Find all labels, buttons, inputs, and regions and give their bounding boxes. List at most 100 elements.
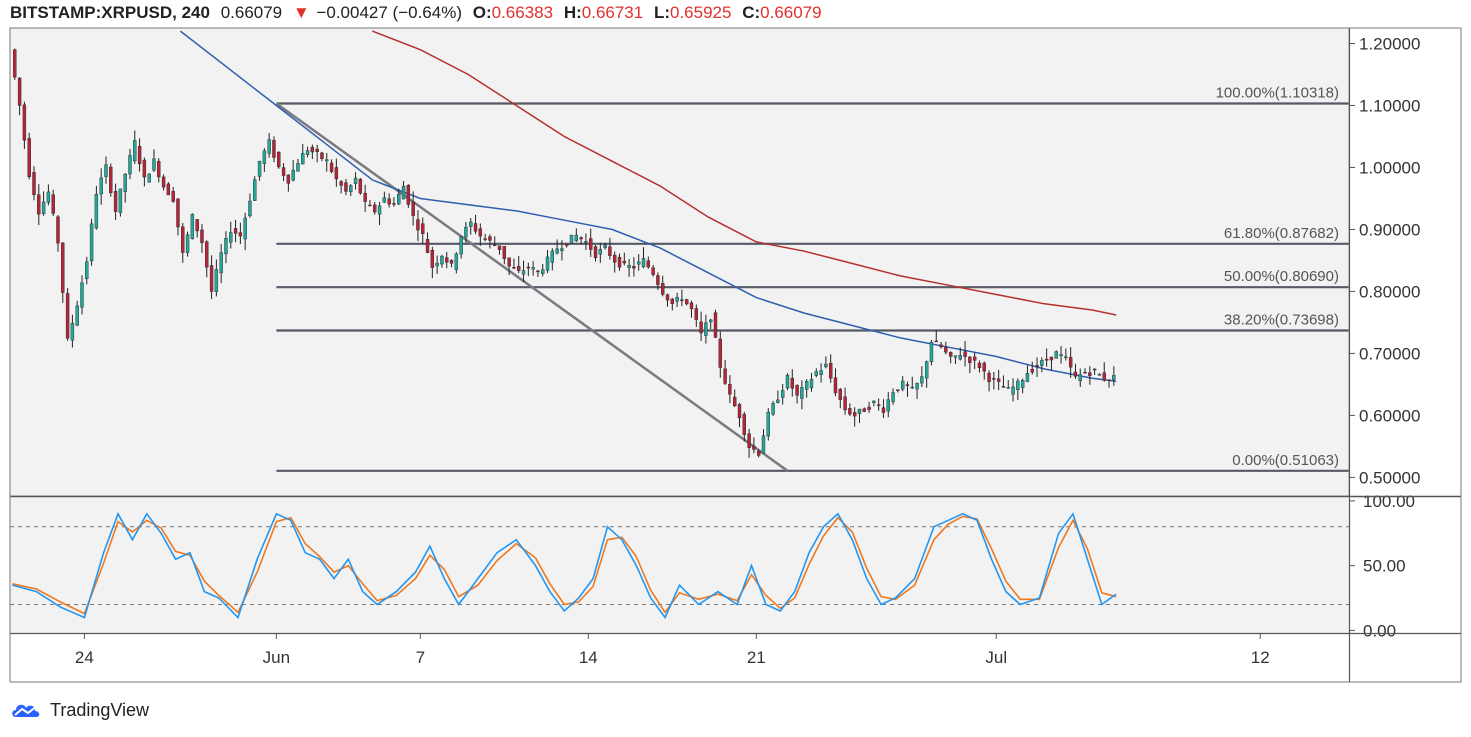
candle-body (651, 267, 655, 275)
candle-body (27, 138, 31, 178)
candle-body (536, 270, 540, 273)
candle-body (1102, 372, 1106, 381)
ma-fast-line (179, 30, 1117, 383)
high-value: 0.66731 (581, 3, 644, 22)
stochastic-oscillator (10, 511, 1349, 620)
candle-body (838, 388, 842, 400)
candle-body (32, 172, 36, 196)
candle-body (656, 275, 660, 285)
price-pane-background[interactable] (10, 28, 1349, 496)
candle-body (819, 370, 823, 375)
time-axis[interactable]: 24 Jun 7 14 21 Jul 12 (75, 633, 1270, 667)
trendline (275, 102, 789, 472)
oscillator-axis[interactable]: 100.00 50.00 0.00 (1349, 492, 1415, 641)
candle-body (939, 344, 943, 348)
candle-body (411, 201, 415, 216)
candle-body (445, 257, 449, 263)
candle-body (920, 376, 924, 384)
candle-body (761, 435, 766, 454)
stoch-d-line (12, 515, 1117, 615)
candle-body (430, 249, 435, 268)
candle-body (181, 226, 185, 253)
symbol-label[interactable]: BITSTAMP:XRPUSD, 240 (10, 3, 210, 22)
candle-body (137, 146, 142, 165)
ma-slow-line (372, 30, 1117, 316)
candle-body (968, 356, 972, 364)
oscillator-tick-label: 0.00 (1363, 621, 1396, 640)
price-tick-label: 1.20000 (1359, 34, 1420, 53)
candle-body (900, 380, 905, 390)
candle-body (776, 399, 780, 403)
candle-body (1030, 368, 1034, 373)
candle-body (123, 173, 127, 192)
price-tick-label: 0.80000 (1359, 282, 1420, 301)
oscillator-tick-label: 50.00 (1363, 557, 1406, 576)
candle-body (51, 194, 55, 214)
candle-body (1107, 379, 1111, 381)
candle-body (46, 191, 51, 203)
candle-body (675, 297, 679, 302)
candle-body (281, 167, 286, 176)
candle-body (1097, 374, 1102, 376)
candle-body (977, 362, 982, 369)
trendline-group[interactable] (275, 102, 789, 472)
candle-body (708, 319, 713, 323)
fib-retracement[interactable]: 100.00%(1.10318) 61.80%(0.87682) 50.00%(0.… (276, 85, 1349, 472)
candle-body (464, 226, 468, 238)
candle-body (867, 406, 871, 410)
candle-body (987, 372, 991, 383)
candle-body (828, 362, 833, 379)
close-label: C: (742, 3, 761, 22)
candle-body (661, 283, 665, 295)
candle-body (195, 219, 199, 232)
candle-body (857, 408, 862, 414)
candle-body (521, 270, 526, 275)
candle-body (704, 322, 708, 336)
fib-level-label: 0.00%(0.51063) (1232, 452, 1339, 469)
candle-body (809, 379, 814, 389)
fib-level-label: 100.00%(1.10318) (1216, 85, 1339, 102)
tradingview-brand[interactable]: TradingView (10, 697, 149, 723)
candle-body (344, 182, 348, 192)
candle-body (852, 412, 857, 417)
candle-body (982, 362, 986, 372)
candle-body (358, 178, 363, 194)
candle-body (61, 242, 65, 293)
candle-body (560, 248, 564, 251)
candle-body (665, 294, 670, 301)
candle-body (70, 322, 75, 341)
candle-body (85, 261, 89, 279)
candle-body (915, 382, 919, 390)
candle-body (910, 386, 914, 389)
candle-body (1073, 371, 1078, 377)
candle-body (392, 203, 396, 205)
candle-body (1001, 386, 1006, 388)
candle-body (161, 176, 166, 188)
candle-body (948, 352, 953, 357)
candle-body (22, 104, 27, 141)
candle-body (416, 219, 420, 231)
price-axis[interactable]: 1.20000 1.10000 1.00000 0.90000 0.80000 0.700… (1349, 34, 1420, 487)
candle-body (1059, 354, 1063, 357)
candle-body (473, 223, 478, 232)
oscillator-pane-background[interactable] (10, 497, 1349, 633)
candle-body (800, 387, 804, 399)
candle-body (972, 356, 977, 361)
candle-body (37, 194, 41, 215)
candle-body (598, 249, 603, 255)
candle-body (780, 390, 785, 398)
candle-body (133, 140, 137, 162)
candle-body (440, 255, 444, 265)
candles (13, 48, 1116, 458)
candle-body (296, 163, 300, 172)
candle-body (13, 49, 17, 78)
candle-body (771, 403, 775, 415)
candle-body (118, 188, 123, 213)
candle-body (785, 374, 790, 389)
candle-body (387, 198, 391, 205)
candle-body (166, 183, 171, 196)
candle-body (963, 351, 967, 357)
price-tick-label: 0.60000 (1359, 406, 1420, 425)
chart-header: BITSTAMP:XRPUSD, 240 0.66079 ▼ −0.00427 … (10, 3, 828, 25)
